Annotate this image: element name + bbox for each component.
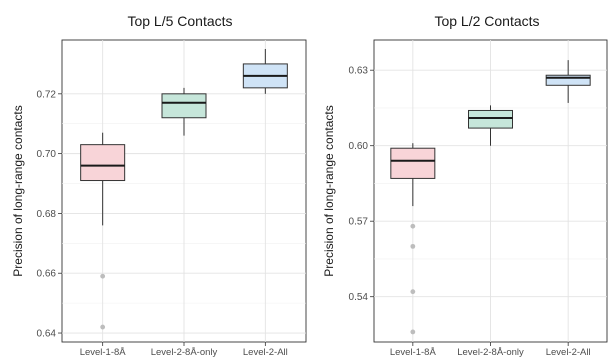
outlier-point xyxy=(410,244,415,249)
y-axis-label: Precision of long-range contacts xyxy=(322,105,336,276)
y-tick-label: 0.54 xyxy=(349,292,369,303)
outlier-point xyxy=(100,274,105,279)
outlier-point xyxy=(410,224,415,229)
x-tick-label: Level-1-8Å xyxy=(80,347,127,358)
chart-title: Top L/2 Contacts xyxy=(434,13,539,29)
box-2 xyxy=(469,110,513,128)
box-3 xyxy=(546,75,590,85)
x-tick-label: Level-2-All xyxy=(243,347,288,358)
box-2 xyxy=(162,94,206,118)
outlier-point xyxy=(410,289,415,294)
y-tick-label: 0.66 xyxy=(37,269,57,280)
x-tick-label: Level-2-All xyxy=(546,347,591,358)
outlier-point xyxy=(410,330,415,335)
y-tick-label: 0.60 xyxy=(349,141,369,152)
box-1 xyxy=(391,148,435,178)
x-tick-label: Level-1-8Å xyxy=(390,347,437,358)
y-tick-label: 0.68 xyxy=(37,209,57,220)
outlier-point xyxy=(100,325,105,330)
y-tick-label: 0.72 xyxy=(37,89,57,100)
y-axis-label: Precision of long-range contacts xyxy=(11,105,25,276)
y-tick-label: 0.64 xyxy=(37,329,57,340)
y-tick-label: 0.70 xyxy=(37,149,57,160)
x-tick-label: Level-2-8Å-only xyxy=(151,347,218,358)
box-1 xyxy=(81,145,125,181)
chart-title: Top L/5 Contacts xyxy=(127,13,232,29)
y-tick-label: 0.57 xyxy=(349,217,369,228)
x-tick-label: Level-2-8Å-only xyxy=(457,347,524,358)
y-tick-label: 0.63 xyxy=(349,66,369,77)
